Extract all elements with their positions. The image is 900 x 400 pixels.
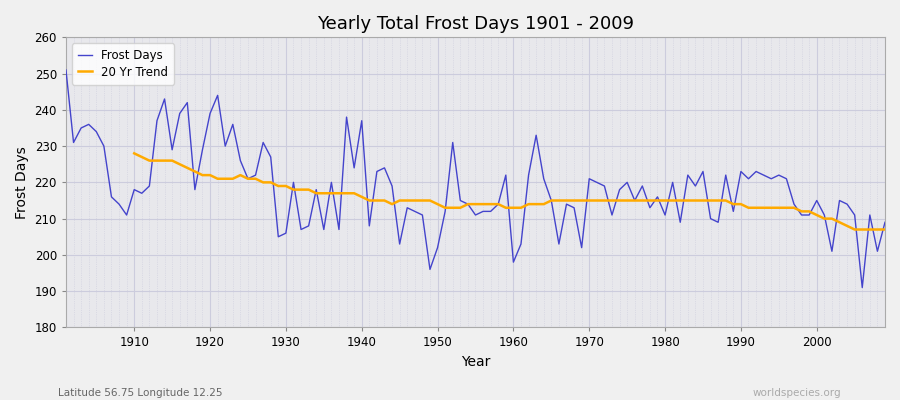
Text: Latitude 56.75 Longitude 12.25: Latitude 56.75 Longitude 12.25 (58, 388, 223, 398)
20 Yr Trend (129, 151, 140, 156)
20 Yr Trend (819, 216, 830, 221)
Legend: Frost Days, 20 Yr Trend: Frost Days, 20 Yr Trend (72, 43, 175, 84)
20 Yr Trend (273, 184, 284, 188)
Frost Days (122, 213, 132, 218)
20 Yr Trend (576, 198, 587, 203)
Frost Days (500, 173, 511, 178)
20 Yr Trend (879, 227, 890, 232)
X-axis label: Year: Year (461, 355, 491, 369)
Frost Days (857, 285, 868, 290)
Y-axis label: Frost Days: Frost Days (15, 146, 29, 219)
20 Yr Trend (516, 205, 526, 210)
Frost Days (334, 227, 345, 232)
Frost Days (879, 220, 890, 225)
Text: worldspecies.org: worldspecies.org (753, 388, 842, 398)
Frost Days (508, 260, 518, 264)
Line: Frost Days: Frost Days (66, 70, 885, 288)
20 Yr Trend (303, 187, 314, 192)
20 Yr Trend (842, 224, 852, 228)
20 Yr Trend (850, 227, 860, 232)
Frost Days (599, 184, 610, 188)
Title: Yearly Total Frost Days 1901 - 2009: Yearly Total Frost Days 1901 - 2009 (317, 15, 634, 33)
Frost Days (60, 68, 71, 72)
Frost Days (288, 180, 299, 185)
Line: 20 Yr Trend: 20 Yr Trend (134, 153, 885, 230)
